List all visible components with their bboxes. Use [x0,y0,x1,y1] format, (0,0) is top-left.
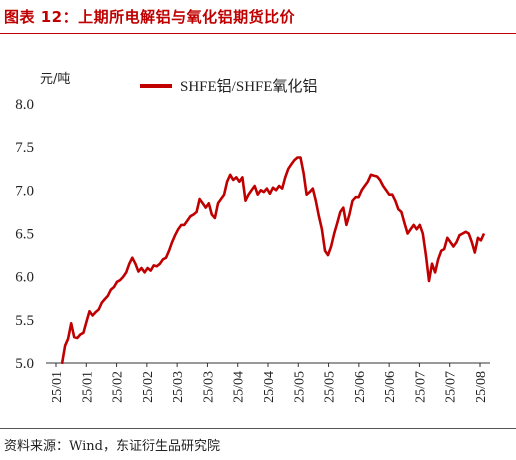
x-tick-label: 25/03 [171,371,186,403]
x-tick-label: 25/03 [201,371,216,403]
x-tick-label: 25/08 [474,371,489,403]
x-tick-label: 25/04 [232,371,247,403]
x-tick-label: 25/04 [262,371,277,403]
y-tick-label: 7.0 [15,183,34,199]
y-axis-unit: 元/吨 [40,72,70,87]
x-tick-label: 25/05 [292,371,307,403]
source-divider [0,428,516,429]
y-tick-label: 5.0 [15,356,34,372]
y-axis: 8.0 7.5 7.0 6.5 6.0 5.5 5.0 [15,97,34,372]
x-tick-label: 25/07 [413,371,428,403]
y-tick-label: 6.5 [15,227,34,243]
y-tick-label: 7.5 [15,140,34,156]
y-tick-label: 8.0 [15,97,34,113]
title-divider [0,33,516,34]
line-chart: 元/吨 SHFE铝/SHFE氧化铝 8.07.57.06.56.05.55.0 … [15,72,490,403]
x-tick-label: 25/02 [111,371,126,403]
x-axis: 25/01 25/01 25/02 25/02 25/03 25/03 25/04 25/04… [50,363,489,403]
x-tick-label: 25/05 [323,371,338,403]
source-note: 资料来源：Wind，东证衍生品研究院 [4,439,220,454]
x-tick-label: 25/01 [50,371,65,403]
x-tick-label: 25/07 [444,371,459,403]
x-tick-label: 25/02 [141,371,156,403]
legend: SHFE铝/SHFE氧化铝 [140,78,318,95]
x-tick-label: 25/06 [353,371,368,403]
legend-label: SHFE铝/SHFE氧化铝 [180,78,318,95]
x-tick-label: 25/01 [80,371,95,403]
y-tick-label: 6.0 [15,270,34,286]
x-tick-label: 25/06 [383,371,398,403]
y-tick-label: 5.5 [15,313,34,329]
series-line-shfe-ratio [60,156,486,365]
figure-title: 图表 12：上期所电解铝与氧化铝期货比价 [4,8,296,26]
